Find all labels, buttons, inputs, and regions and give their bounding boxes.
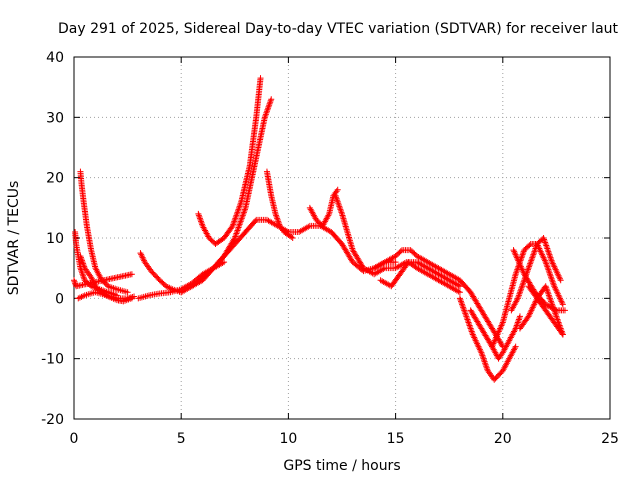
- data-point: [289, 235, 296, 241]
- x-tick-label: 10: [279, 431, 297, 447]
- data-point: [392, 259, 399, 266]
- data-point: [561, 307, 568, 314]
- data-point: [516, 313, 523, 320]
- data-point: [131, 293, 138, 300]
- x-tick-label: 25: [601, 431, 619, 447]
- series-track-n: [332, 192, 463, 290]
- data-point: [559, 301, 566, 308]
- data-point-interp: [526, 242, 533, 249]
- data-point-interp: [397, 248, 404, 255]
- data-point: [124, 289, 131, 296]
- data-point: [456, 289, 463, 296]
- y-tick-label: -10: [41, 352, 64, 368]
- series-track-p: [377, 259, 463, 296]
- data-point: [512, 343, 519, 350]
- series-track-a: [77, 168, 131, 296]
- y-tick-label: 20: [46, 171, 64, 187]
- series-track-q: [456, 295, 519, 383]
- data-point-interp: [228, 224, 235, 231]
- data-point: [268, 96, 275, 103]
- data-point-interp: [230, 236, 237, 243]
- tick-layer: 0 5 10 15 20 25 -20 -10 0 10 20 30 40: [41, 50, 619, 447]
- series-track-j: [195, 75, 264, 248]
- data-point: [334, 186, 341, 193]
- data-point: [257, 75, 264, 82]
- series-track-v: [525, 283, 566, 338]
- x-axis-label: GPS time / hours: [283, 458, 400, 474]
- grid-layer: [74, 57, 610, 419]
- y-tick-label: -20: [41, 412, 64, 428]
- x-tick-label: 0: [70, 431, 79, 447]
- series-track-r: [467, 307, 523, 362]
- y-tick-label: 10: [46, 231, 64, 247]
- y-axis-label: SDTVAR / TECUs: [6, 181, 22, 296]
- data-point-interp: [558, 330, 565, 337]
- series-track-m: [306, 186, 341, 229]
- y-tick-label: 0: [55, 291, 64, 307]
- chart-title: Day 291 of 2025, Sidereal Day-to-day VTE…: [58, 21, 619, 37]
- x-tick-label: 5: [177, 431, 186, 447]
- data-point-interp: [288, 233, 295, 240]
- data-point: [456, 283, 463, 290]
- y-tick-label: 30: [46, 110, 64, 126]
- data-point: [557, 277, 564, 284]
- series-track-k: [263, 168, 296, 241]
- data-point: [221, 259, 228, 266]
- x-tick-label: 20: [494, 431, 512, 447]
- data-point: [128, 271, 135, 278]
- series-track-i: [188, 96, 275, 290]
- y-tick-label: 40: [46, 50, 64, 66]
- data-point-interp: [104, 282, 111, 289]
- series-track-w: [510, 247, 568, 314]
- series-track-e: [71, 271, 135, 290]
- data-point: [559, 331, 566, 338]
- x-tick-label: 15: [387, 431, 405, 447]
- series-track-d: [75, 289, 138, 302]
- series-track-o: [371, 247, 506, 350]
- data-layer: [71, 75, 568, 383]
- data-point-interp: [252, 218, 259, 225]
